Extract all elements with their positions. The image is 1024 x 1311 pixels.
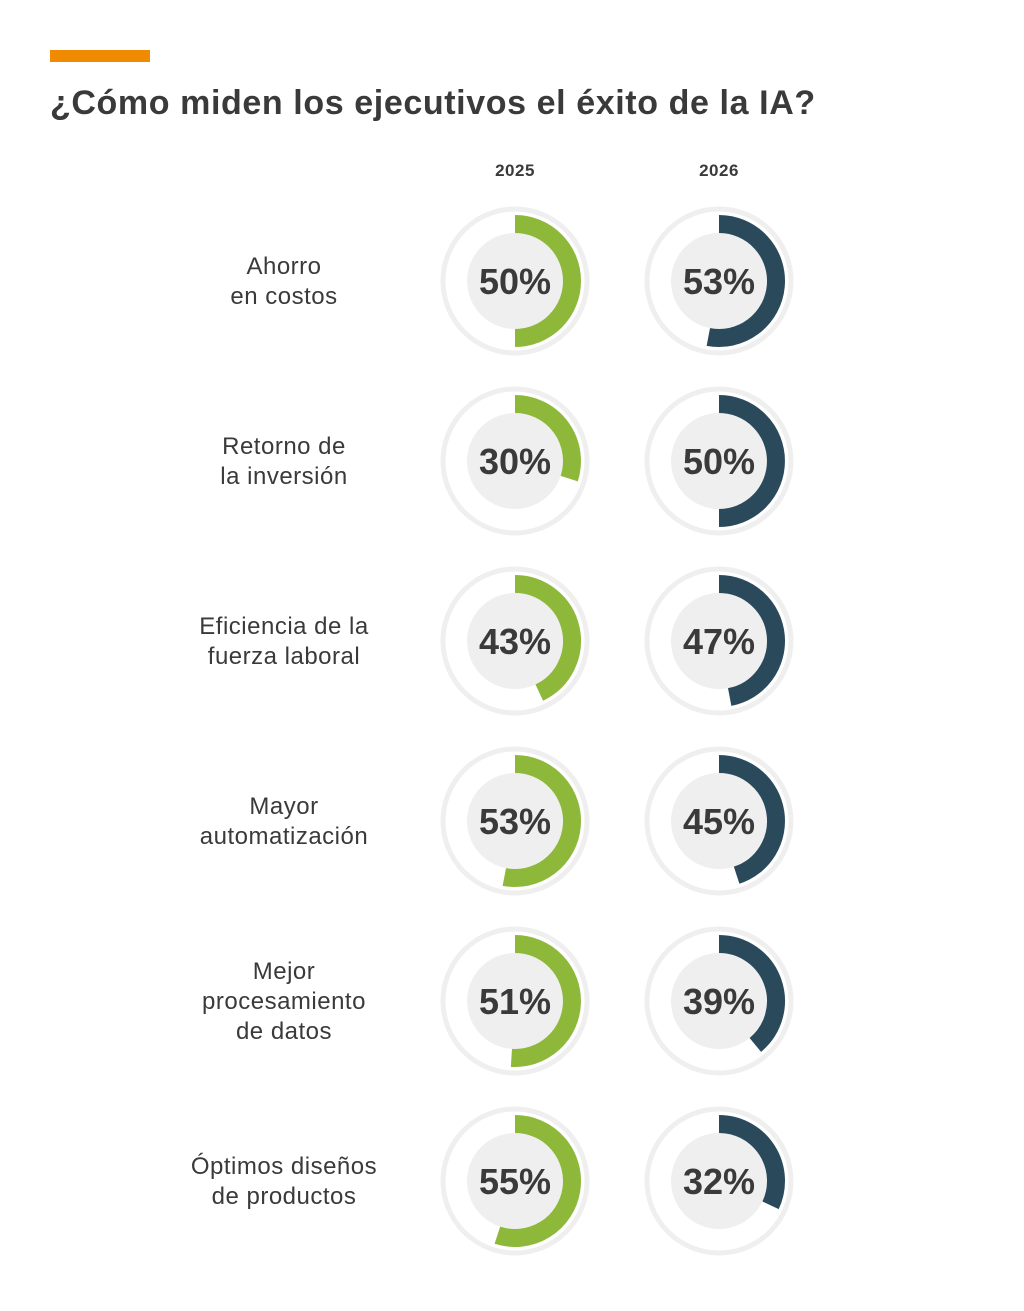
donut-outer-track	[644, 566, 794, 716]
category-label: Mejor	[253, 958, 316, 985]
donut-arc-2025	[514, 215, 581, 347]
donut-inner-disc	[467, 593, 563, 689]
category-label: de productos	[212, 1183, 357, 1210]
donut-inner-disc	[671, 593, 767, 689]
category-label: automatización	[200, 823, 368, 850]
donut-arc-2025	[494, 1115, 581, 1247]
donut-outer-track	[440, 1106, 590, 1256]
value-label-2025: 53%	[479, 801, 551, 842]
value-label-2025: 55%	[479, 1161, 551, 1202]
column-header-2026: 2026	[699, 161, 739, 180]
category-label: en costos	[230, 283, 337, 310]
donut-outer-track	[440, 566, 590, 716]
donut-inner-disc	[671, 953, 767, 1049]
donut-inner-disc	[671, 233, 767, 329]
value-label-2026: 39%	[683, 981, 755, 1022]
donut-inner-disc	[467, 953, 563, 1049]
donut-arc-2026	[718, 1115, 785, 1210]
donut-arc-2026	[718, 395, 785, 527]
category-label: Retorno de	[222, 433, 346, 460]
category-label: Ahorro	[246, 253, 321, 280]
value-label-2025: 43%	[479, 621, 551, 662]
donut-outer-track	[644, 746, 794, 896]
donut-inner-disc	[671, 1133, 767, 1229]
donut-outer-track	[440, 746, 590, 896]
donut-outer-track	[440, 206, 590, 356]
donut-outer-track	[440, 386, 590, 536]
donut-arc-2025	[510, 935, 581, 1067]
donut-inner-disc	[467, 233, 563, 329]
category-label: Eficiencia de la	[199, 613, 369, 640]
donut-inner-disc	[467, 413, 563, 509]
donut-inner-disc	[671, 413, 767, 509]
donut-outer-track	[644, 206, 794, 356]
donut-inner-disc	[467, 1133, 563, 1229]
donut-outer-track	[644, 1106, 794, 1256]
value-label-2026: 32%	[683, 1161, 755, 1202]
donut-inner-disc	[467, 773, 563, 869]
value-label-2026: 50%	[683, 441, 755, 482]
donut-arc-2026	[718, 575, 785, 706]
accent-bar	[50, 50, 150, 62]
donut-arc-2025	[502, 755, 581, 887]
value-label-2026: 47%	[683, 621, 755, 662]
donut-arc-2026	[718, 755, 785, 884]
value-label-2025: 50%	[479, 261, 551, 302]
donut-arc-2025	[514, 575, 581, 701]
category-label: de datos	[236, 1018, 332, 1045]
value-label-2025: 51%	[479, 981, 551, 1022]
category-label: Óptimos diseños	[191, 1153, 377, 1180]
value-label-2026: 53%	[683, 261, 755, 302]
donut-arc-2026	[706, 215, 785, 347]
donut-outer-track	[644, 926, 794, 1076]
category-label: Mayor	[249, 793, 318, 820]
category-label: fuerza laboral	[208, 643, 360, 670]
column-header-2025: 2025	[495, 161, 535, 180]
donut-arc-2026	[718, 935, 785, 1052]
donut-inner-disc	[671, 773, 767, 869]
category-label: la inversión	[220, 463, 347, 490]
page-title: ¿Cómo miden los ejecutivos el éxito de l…	[50, 84, 816, 122]
value-label-2025: 30%	[479, 441, 551, 482]
donut-arc-2025	[514, 395, 581, 482]
donut-outer-track	[644, 386, 794, 536]
donut-outer-track	[440, 926, 590, 1076]
value-label-2026: 45%	[683, 801, 755, 842]
category-label: procesamiento	[202, 988, 366, 1015]
